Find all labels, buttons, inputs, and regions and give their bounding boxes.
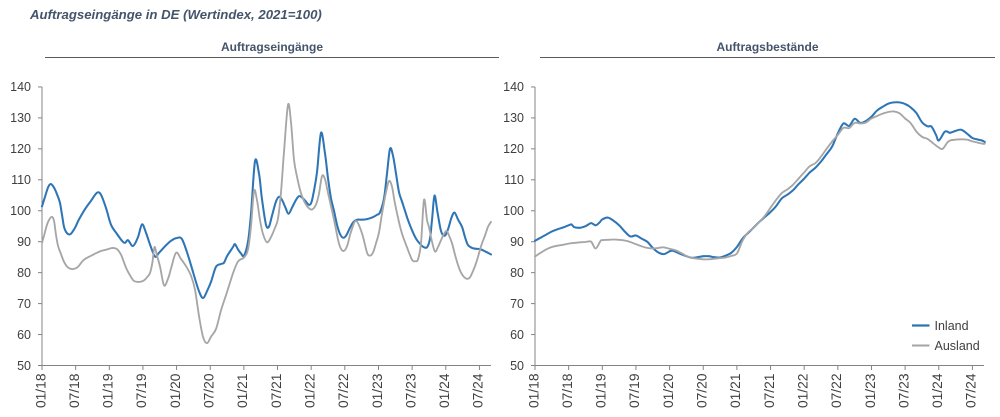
svg-text:01/22: 01/22 bbox=[795, 374, 810, 409]
svg-text:60: 60 bbox=[510, 328, 524, 342]
svg-text:07/20: 07/20 bbox=[202, 373, 217, 408]
svg-text:90: 90 bbox=[17, 235, 31, 249]
svg-text:80: 80 bbox=[17, 266, 31, 280]
svg-text:01/24: 01/24 bbox=[930, 373, 945, 408]
svg-text:50: 50 bbox=[510, 359, 524, 373]
svg-text:70: 70 bbox=[17, 297, 31, 311]
svg-text:01/24: 01/24 bbox=[437, 373, 452, 408]
svg-text:07/18: 07/18 bbox=[67, 373, 82, 408]
svg-text:70: 70 bbox=[510, 297, 524, 311]
svg-text:01/21: 01/21 bbox=[235, 374, 250, 409]
svg-text:07/21: 07/21 bbox=[762, 374, 777, 409]
svg-text:07/22: 07/22 bbox=[829, 374, 844, 409]
svg-text:120: 120 bbox=[503, 142, 524, 156]
svg-text:07/18: 07/18 bbox=[560, 373, 575, 408]
svg-text:60: 60 bbox=[17, 328, 31, 342]
svg-text:Inland: Inland bbox=[935, 319, 969, 333]
svg-text:01/21: 01/21 bbox=[728, 374, 743, 409]
svg-text:110: 110 bbox=[504, 173, 524, 187]
svg-text:110: 110 bbox=[11, 173, 31, 187]
svg-text:01/23: 01/23 bbox=[370, 373, 385, 408]
svg-text:07/19: 07/19 bbox=[627, 373, 642, 408]
svg-text:140: 140 bbox=[10, 80, 31, 94]
svg-text:07/23: 07/23 bbox=[403, 373, 418, 408]
svg-text:07/20: 07/20 bbox=[695, 373, 710, 408]
svg-text:01/18: 01/18 bbox=[526, 373, 541, 408]
svg-text:01/20: 01/20 bbox=[168, 373, 183, 408]
svg-text:01/19: 01/19 bbox=[594, 373, 609, 408]
svg-text:100: 100 bbox=[503, 204, 524, 218]
svg-text:120: 120 bbox=[10, 142, 31, 156]
svg-text:130: 130 bbox=[10, 111, 31, 125]
svg-text:01/19: 01/19 bbox=[101, 373, 116, 408]
svg-text:01/18: 01/18 bbox=[33, 373, 48, 408]
svg-text:90: 90 bbox=[510, 235, 524, 249]
svg-text:07/24: 07/24 bbox=[964, 373, 979, 408]
svg-text:140: 140 bbox=[503, 80, 524, 94]
svg-text:01/20: 01/20 bbox=[661, 373, 676, 408]
svg-text:07/21: 07/21 bbox=[269, 374, 284, 409]
svg-text:01/22: 01/22 bbox=[302, 374, 317, 409]
svg-text:07/24: 07/24 bbox=[471, 373, 486, 408]
svg-text:07/23: 07/23 bbox=[896, 373, 911, 408]
svg-text:Ausland: Ausland bbox=[935, 339, 980, 353]
svg-text:80: 80 bbox=[510, 266, 524, 280]
svg-text:01/23: 01/23 bbox=[863, 373, 878, 408]
svg-text:07/19: 07/19 bbox=[134, 373, 149, 408]
svg-text:100: 100 bbox=[10, 204, 31, 218]
svg-text:07/22: 07/22 bbox=[336, 374, 351, 409]
svg-text:50: 50 bbox=[17, 359, 31, 373]
svg-text:130: 130 bbox=[503, 111, 524, 125]
